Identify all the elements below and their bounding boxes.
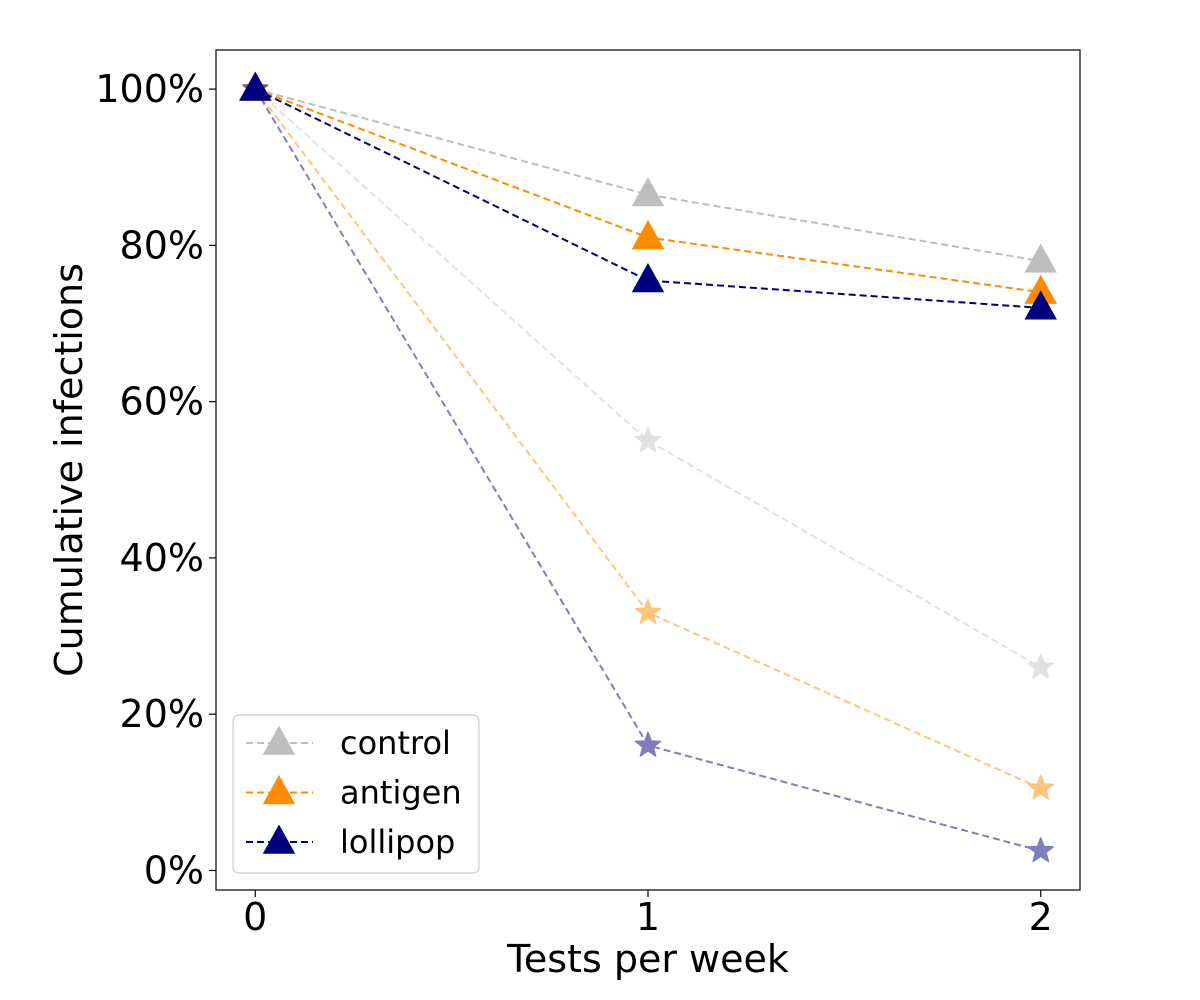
y-tick-label: 100% xyxy=(95,67,204,111)
y-tick-label: 20% xyxy=(120,692,204,736)
y-tick-label: 60% xyxy=(120,380,204,424)
legend-triangle-marker xyxy=(262,824,296,854)
series-layer xyxy=(239,71,1057,863)
series-line xyxy=(254,88,1041,309)
data-point-star xyxy=(1027,837,1054,863)
legend-triangle-marker xyxy=(262,774,296,805)
x-tick-label: 0 xyxy=(243,895,267,939)
data-point-triangle xyxy=(1024,243,1057,273)
legend-triangle-marker xyxy=(262,725,296,755)
data-point-triangle xyxy=(631,219,665,250)
y-axis-label: Cumulative infections xyxy=(47,263,91,677)
series-group-3 xyxy=(242,75,1054,679)
legend-item-control: control xyxy=(246,724,451,762)
legend: control antigen lollipop xyxy=(232,714,480,874)
legend-label: control xyxy=(340,724,451,762)
x-tick-label: 2 xyxy=(1029,895,1053,939)
series-line xyxy=(254,88,1042,669)
legend-item-lollipop: lollipop xyxy=(246,823,455,861)
data-point-star xyxy=(634,731,662,757)
legend-label: lollipop xyxy=(340,823,455,861)
series-lollipop xyxy=(239,71,1057,320)
data-point-triangle xyxy=(239,71,272,101)
data-point-star xyxy=(1027,653,1054,679)
data-point-star xyxy=(634,598,662,624)
y-tick-label: 0% xyxy=(144,848,204,892)
data-point-triangle xyxy=(631,262,665,293)
data-point-triangle xyxy=(1024,290,1057,320)
legend-label: antigen xyxy=(340,774,462,812)
series-line xyxy=(255,88,1041,262)
data-point-triangle xyxy=(631,177,665,207)
x-tick-label: 1 xyxy=(636,895,660,939)
y-tick-label: 40% xyxy=(120,536,204,580)
x-axis-label: Tests per week xyxy=(506,937,789,981)
axes-layer: 0 1 20%20%40%60%80%100% xyxy=(95,67,1052,939)
data-point-star xyxy=(634,426,662,452)
y-tick-label: 80% xyxy=(120,223,204,267)
data-point-star xyxy=(1027,774,1054,800)
legend-item-antigen: antigen xyxy=(246,774,462,812)
